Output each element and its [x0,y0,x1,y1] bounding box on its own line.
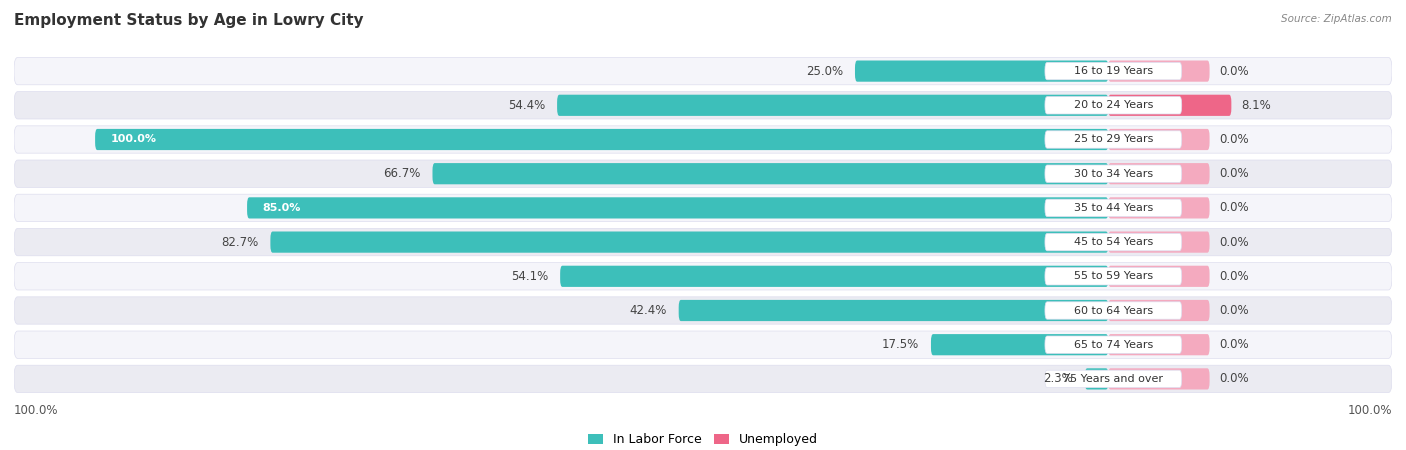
FancyBboxPatch shape [433,163,1108,184]
Text: 100.0%: 100.0% [14,404,59,417]
FancyBboxPatch shape [1045,165,1181,182]
Text: 25.0%: 25.0% [806,65,842,77]
Text: 0.0%: 0.0% [1219,133,1250,146]
FancyBboxPatch shape [14,263,1392,290]
FancyBboxPatch shape [931,334,1108,356]
FancyBboxPatch shape [1108,266,1209,287]
Text: 82.7%: 82.7% [221,236,259,248]
FancyBboxPatch shape [557,94,1108,116]
FancyBboxPatch shape [270,231,1108,253]
Text: 0.0%: 0.0% [1219,65,1250,77]
Text: 55 to 59 Years: 55 to 59 Years [1074,271,1153,281]
Text: 17.5%: 17.5% [882,338,918,351]
FancyBboxPatch shape [14,229,1392,256]
Text: 35 to 44 Years: 35 to 44 Years [1074,203,1153,213]
FancyBboxPatch shape [1108,368,1209,390]
FancyBboxPatch shape [1045,336,1181,353]
FancyBboxPatch shape [1045,199,1181,216]
Text: 75 Years and over: 75 Years and over [1063,374,1163,384]
FancyBboxPatch shape [1108,231,1209,253]
FancyBboxPatch shape [1085,368,1108,390]
FancyBboxPatch shape [247,197,1108,219]
Text: 30 to 34 Years: 30 to 34 Years [1074,169,1153,179]
FancyBboxPatch shape [1108,129,1209,150]
Text: 42.4%: 42.4% [628,304,666,317]
FancyBboxPatch shape [1045,131,1181,148]
Text: 20 to 24 Years: 20 to 24 Years [1074,100,1153,110]
FancyBboxPatch shape [14,92,1392,119]
FancyBboxPatch shape [1045,370,1181,387]
Text: Source: ZipAtlas.com: Source: ZipAtlas.com [1281,14,1392,23]
Text: 60 to 64 Years: 60 to 64 Years [1074,306,1153,315]
FancyBboxPatch shape [14,331,1392,358]
Text: 65 to 74 Years: 65 to 74 Years [1074,340,1153,350]
Text: 66.7%: 66.7% [382,167,420,180]
FancyBboxPatch shape [1108,94,1232,116]
FancyBboxPatch shape [1045,97,1181,114]
Text: 16 to 19 Years: 16 to 19 Years [1074,66,1153,76]
FancyBboxPatch shape [1108,300,1209,321]
Text: 54.4%: 54.4% [508,99,546,112]
FancyBboxPatch shape [96,129,1108,150]
Text: 0.0%: 0.0% [1219,167,1250,180]
Text: 0.0%: 0.0% [1219,236,1250,248]
FancyBboxPatch shape [1045,234,1181,251]
Text: 25 to 29 Years: 25 to 29 Years [1074,135,1153,144]
FancyBboxPatch shape [14,160,1392,187]
FancyBboxPatch shape [14,365,1392,392]
Legend: In Labor Force, Unemployed: In Labor Force, Unemployed [583,428,823,450]
Text: 100.0%: 100.0% [1347,404,1392,417]
FancyBboxPatch shape [1108,163,1209,184]
Text: Employment Status by Age in Lowry City: Employment Status by Age in Lowry City [14,14,364,28]
FancyBboxPatch shape [1108,197,1209,219]
FancyBboxPatch shape [1108,60,1209,82]
Text: 0.0%: 0.0% [1219,338,1250,351]
Text: 0.0%: 0.0% [1219,270,1250,283]
FancyBboxPatch shape [14,58,1392,85]
Text: 100.0%: 100.0% [110,135,156,144]
FancyBboxPatch shape [679,300,1108,321]
FancyBboxPatch shape [1045,63,1181,80]
FancyBboxPatch shape [1045,268,1181,285]
Text: 0.0%: 0.0% [1219,304,1250,317]
Text: 45 to 54 Years: 45 to 54 Years [1074,237,1153,247]
Text: 2.3%: 2.3% [1043,373,1073,385]
FancyBboxPatch shape [14,297,1392,324]
FancyBboxPatch shape [1108,334,1209,356]
Text: 8.1%: 8.1% [1241,99,1271,112]
Text: 0.0%: 0.0% [1219,373,1250,385]
FancyBboxPatch shape [1045,302,1181,319]
Text: 85.0%: 85.0% [263,203,301,213]
FancyBboxPatch shape [855,60,1108,82]
FancyBboxPatch shape [560,266,1108,287]
Text: 54.1%: 54.1% [510,270,548,283]
Text: 0.0%: 0.0% [1219,202,1250,214]
FancyBboxPatch shape [14,126,1392,153]
FancyBboxPatch shape [14,194,1392,221]
